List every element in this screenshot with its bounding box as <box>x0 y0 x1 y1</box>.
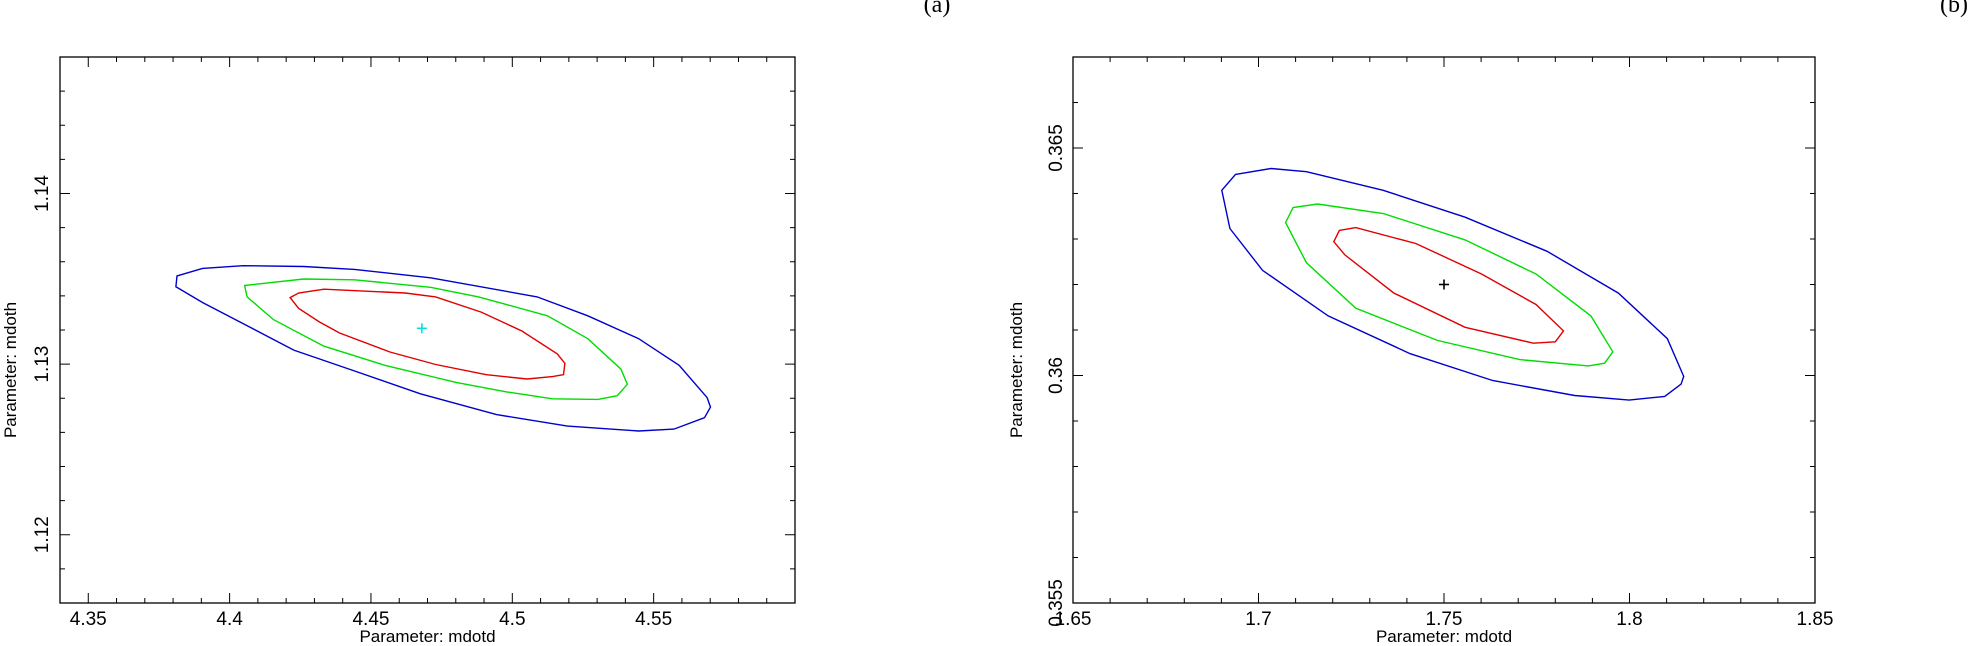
contour-3 <box>1221 167 1685 401</box>
contour-plot-a: 4.35 4.4 4.45 4.5 4.55 1.12 1.13 1.14 Parameter:… <box>1 56 796 646</box>
y-axis-label: Parameter: mdoth <box>1 302 20 438</box>
plot-frame <box>59 56 796 604</box>
y-tick-label: 0.355 <box>1046 579 1067 627</box>
y-tick-label: 0.36 <box>1046 357 1067 394</box>
x-tick-label: 1.75 <box>1426 609 1463 630</box>
x-tick-label: 4.4 <box>216 609 243 630</box>
contour-1 <box>1332 226 1565 344</box>
x-axis-label: Parameter: mdotd <box>359 627 495 646</box>
y-tick-label: 0.365 <box>1046 124 1067 172</box>
x-tick-label: 4.5 <box>499 609 525 630</box>
x-tick-label: 1.8 <box>1616 609 1642 630</box>
x-tick-label: 4.45 <box>352 609 389 630</box>
contour-plot-b: 1.65 1.7 1.75 1.8 1.85 0.355 0.36 0.365 Paramete… <box>1007 56 1834 646</box>
best-fit-marker <box>416 323 427 334</box>
x-tick-label: 1.7 <box>1245 609 1271 630</box>
x-tick-label: 4.35 <box>70 609 107 630</box>
y-axis-label: Parameter: mdoth <box>1007 302 1026 438</box>
x-tick-label: 4.55 <box>635 609 672 630</box>
y-tick-label: 1.12 <box>32 516 53 553</box>
contour-3 <box>175 264 712 432</box>
contour-2 <box>1284 203 1614 367</box>
contour-1 <box>289 288 566 380</box>
contour-2 <box>243 278 629 401</box>
plot-frame <box>1072 56 1816 604</box>
x-tick-label: 1.85 <box>1797 609 1834 630</box>
x-tick-label: 1.65 <box>1055 609 1092 630</box>
x-axis-label: Parameter: mdotd <box>1376 627 1512 646</box>
panel-label-b: (b) <box>1940 0 1968 18</box>
y-tick-label: 1.13 <box>32 346 53 383</box>
panel-label-a: (a) <box>924 0 951 18</box>
best-fit-marker <box>1439 279 1449 290</box>
y-tick-label: 1.14 <box>32 175 53 212</box>
